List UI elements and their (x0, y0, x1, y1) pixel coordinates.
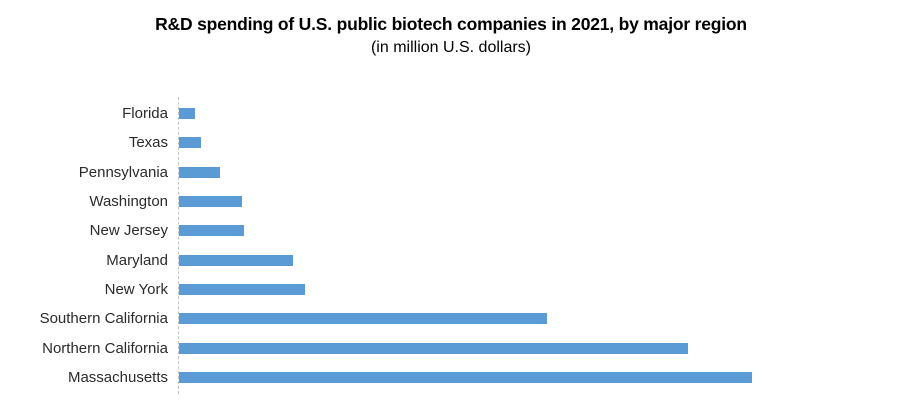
category-label: Southern California (39, 310, 168, 328)
category-label: Florida (122, 105, 168, 123)
bar-row: Southern California (0, 304, 902, 333)
bar (179, 283, 305, 295)
bar (179, 166, 220, 178)
bar-row: Texas (0, 128, 902, 157)
bar (179, 225, 244, 237)
bar-row: Massachusetts (0, 363, 902, 392)
value-axis-line (178, 97, 179, 394)
bar (179, 108, 195, 120)
bar (179, 313, 547, 325)
category-label: Washington (89, 193, 168, 211)
category-label: Pennsylvania (78, 163, 168, 181)
bar-row: Maryland (0, 245, 902, 274)
category-label: New Jersey (89, 222, 168, 240)
bar-row: Florida (0, 99, 902, 128)
bar-row: Pennsylvania (0, 158, 902, 187)
chart-header: R&D spending of U.S. public biotech comp… (0, 14, 902, 57)
bar (179, 342, 688, 354)
bar-row: New York (0, 275, 902, 304)
bar-row: New Jersey (0, 216, 902, 245)
bar (179, 196, 242, 208)
chart-subtitle: (in million U.S. dollars) (370, 39, 532, 56)
category-label: Texas (128, 134, 168, 152)
category-label: Massachusetts (67, 368, 168, 386)
chart-title: R&D spending of U.S. public biotech comp… (155, 14, 747, 34)
bar (179, 254, 293, 266)
category-label: New York (104, 280, 168, 298)
plot-area: Florida Texas Pennsylvania Washington Ne… (0, 99, 902, 392)
bar-row: Northern California (0, 333, 902, 362)
bar (179, 137, 202, 149)
bar (179, 371, 752, 383)
category-label: Maryland (106, 251, 168, 269)
category-label: Northern California (42, 339, 168, 357)
bar-row: Washington (0, 187, 902, 216)
